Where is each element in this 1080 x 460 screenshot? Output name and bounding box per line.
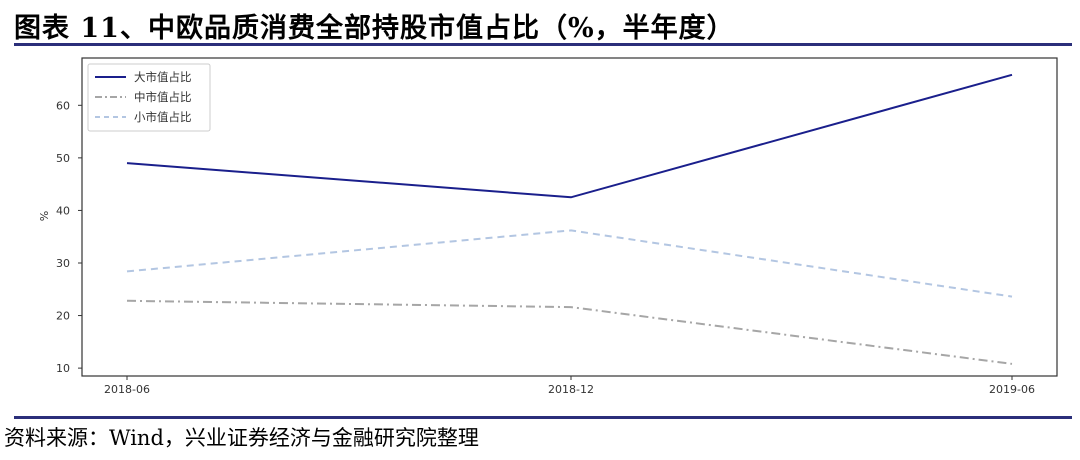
- legend-box: [87, 63, 211, 132]
- y-axis-ticks: 10 20 30 40 50 60: [56, 99, 82, 375]
- legend-label-1: 中市值占比: [134, 90, 192, 104]
- figure-title: 图表 11、中欧品质消费全部持股市值占比（%，半年度）: [14, 13, 735, 44]
- y-axis-label: %: [38, 211, 51, 221]
- title-rule: [14, 43, 1072, 46]
- x-axis-ticks: 2018-06 2018-12 2019-06: [104, 376, 1035, 396]
- series-line-2: [126, 229, 1013, 298]
- y-tick-label: 20: [56, 310, 70, 323]
- x-tick-label: 2019-06: [989, 383, 1035, 396]
- series-line-1: [126, 299, 1013, 365]
- y-tick-label: 50: [56, 152, 70, 165]
- source-rule: [14, 416, 1072, 419]
- y-tick-label: 60: [56, 99, 70, 112]
- y-tick-label: 10: [56, 362, 70, 375]
- legend-label-0: 大市值占比: [134, 70, 192, 84]
- line-chart: 10 20 30 40 50 60 2018-06 2018-12 2019-06 % 大市值…: [38, 57, 1058, 396]
- y-tick-label: 30: [56, 257, 70, 270]
- source-note: 资料来源：Wind，兴业证券经济与金融研究院整理: [4, 426, 479, 450]
- y-tick-label: 40: [56, 204, 70, 217]
- plot-frame: [81, 57, 1058, 377]
- series-lines: [126, 73, 1013, 365]
- x-tick-label: 2018-06: [104, 383, 150, 396]
- legend-label-2: 小市值占比: [134, 110, 192, 124]
- x-tick-label: 2018-12: [548, 383, 594, 396]
- series-line-0: [126, 73, 1013, 199]
